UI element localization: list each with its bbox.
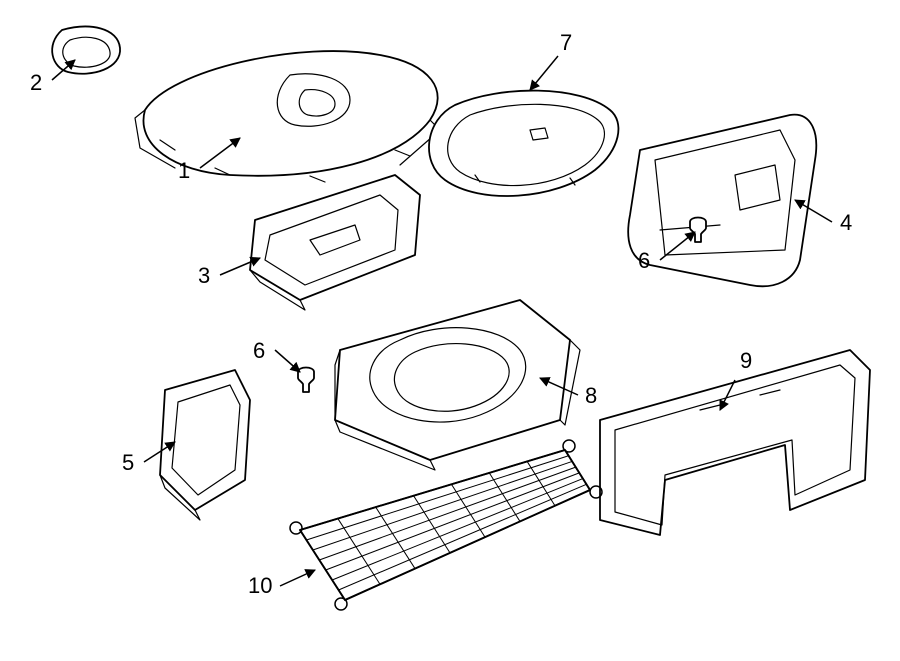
callout-label-4: 4 xyxy=(840,210,852,236)
callout-label-5: 5 xyxy=(122,450,134,476)
callout-label-3: 3 xyxy=(198,263,210,289)
callout-label-9: 9 xyxy=(740,348,752,374)
cargo-net xyxy=(290,440,602,610)
leader-line-6a xyxy=(275,350,300,372)
storage-tray xyxy=(250,175,420,310)
callout-label-7: 7 xyxy=(560,30,572,56)
speaker-grille-cover xyxy=(52,27,120,74)
callout-label-2: 2 xyxy=(30,70,42,96)
spare-tire-cover xyxy=(429,91,618,196)
push-retainer-clip xyxy=(298,368,314,393)
callout-label-6b: 6 xyxy=(638,248,650,274)
callout-label-8: 8 xyxy=(585,383,597,409)
side-trim-panel-right xyxy=(628,115,816,287)
leader-line-10 xyxy=(280,570,315,586)
rear-sill-trim-panel xyxy=(600,350,870,535)
callout-label-10: 10 xyxy=(248,573,272,599)
spare-tire-tub-liner xyxy=(335,300,580,470)
side-trim-panel-left xyxy=(160,370,250,520)
callout-label-6a: 6 xyxy=(253,338,265,364)
diagram-svg xyxy=(0,0,900,661)
parts-diagram-canvas: 1 2 3 4 5 6 6 7 8 9 10 xyxy=(0,0,900,661)
leader-line-7 xyxy=(530,56,558,90)
callout-label-1: 1 xyxy=(178,158,190,184)
